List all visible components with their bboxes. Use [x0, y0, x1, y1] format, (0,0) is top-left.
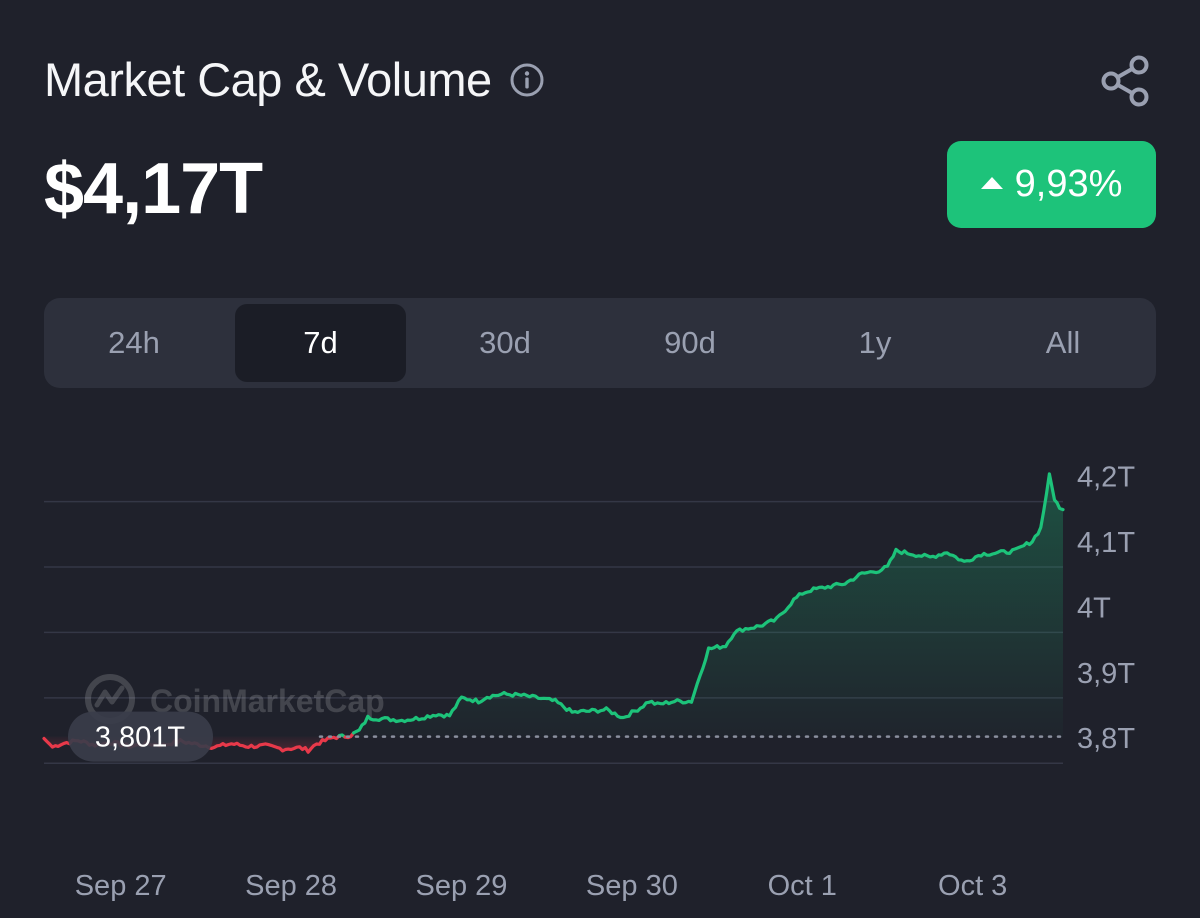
info-icon[interactable]: [510, 63, 544, 97]
tab-30d[interactable]: 30d: [479, 325, 531, 360]
y-tick-label: 3,9T: [1077, 658, 1135, 690]
y-tick-label: 3,8T: [1077, 723, 1135, 755]
x-tick-label: Oct 3: [938, 870, 1007, 902]
y-tick-label: 4,1T: [1077, 527, 1135, 559]
x-tick-label: Sep 28: [245, 870, 337, 902]
x-tick-label: Sep 27: [75, 870, 167, 902]
market-cap-chart: CoinMarketCap 3,801T 4,2T4,1T4T3,9T3,8TS…: [42, 462, 1135, 902]
tab-90d[interactable]: 90d: [664, 325, 716, 360]
tab-1y[interactable]: 1y: [858, 325, 892, 360]
title-row: Market Cap & Volume: [44, 52, 544, 107]
page-title: Market Cap & Volume: [44, 53, 492, 106]
baseline-label-pill: [68, 711, 213, 762]
change-percent: 9,93%: [1014, 163, 1123, 205]
time-range-selector: 24h 7d 30d 90d 1y All: [44, 298, 1156, 388]
tab-7d[interactable]: 7d: [235, 304, 406, 382]
baseline-label: 3,801T: [95, 722, 186, 754]
x-tick-label: Sep 29: [416, 870, 508, 902]
series-line-up: [352, 472, 1065, 735]
y-tick-label: 4,2T: [1077, 462, 1135, 494]
x-tick-label: Oct 1: [768, 870, 837, 902]
change-badge: 9,93%: [947, 141, 1156, 228]
tab-all[interactable]: All: [1045, 325, 1081, 360]
tab-24h[interactable]: 24h: [108, 325, 160, 360]
triangle-up-icon: [980, 176, 1003, 189]
y-tick-label: 4T: [1077, 592, 1111, 624]
market-cap-value: $4,17T: [44, 149, 263, 229]
x-tick-label: Sep 30: [586, 870, 678, 902]
share-icon[interactable]: [1096, 52, 1154, 110]
area-fill-up: [353, 473, 1064, 737]
